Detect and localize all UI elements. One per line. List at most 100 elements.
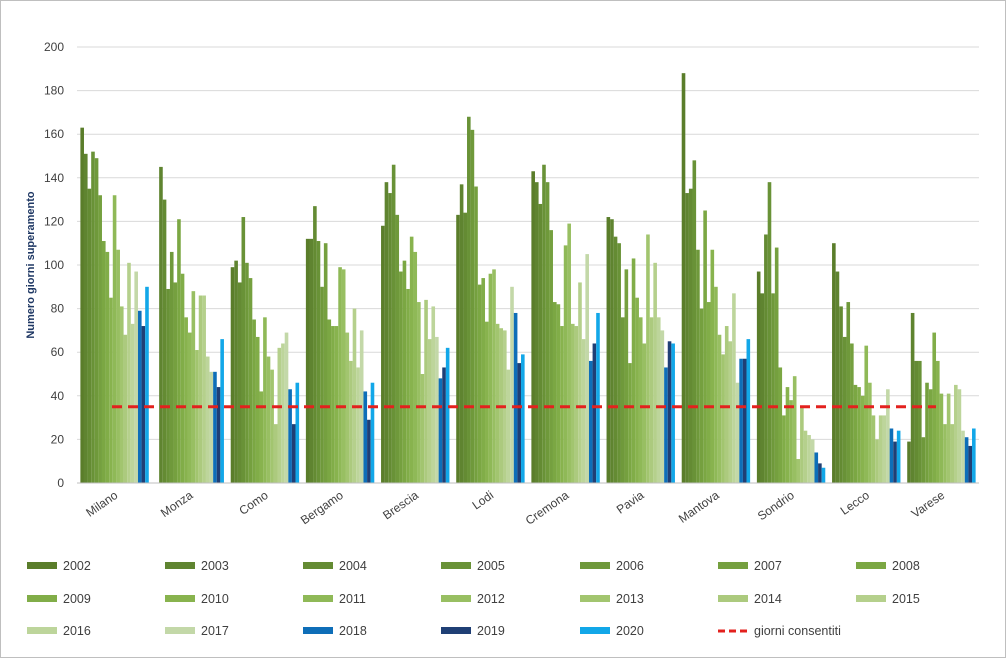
bar	[259, 391, 264, 483]
bar	[972, 428, 976, 483]
bar	[585, 254, 589, 483]
legend-swatch	[303, 562, 333, 569]
bar	[767, 182, 772, 483]
bar	[818, 463, 822, 483]
bar	[159, 166, 163, 483]
bar	[237, 282, 242, 483]
bar	[886, 389, 890, 483]
legend-label: 2004	[339, 559, 367, 573]
bar	[642, 343, 647, 483]
bar	[531, 171, 535, 483]
bar	[105, 251, 110, 483]
bar	[671, 343, 675, 483]
x-tick-label: Bergamo	[298, 488, 346, 528]
bar	[710, 249, 715, 483]
bar	[910, 312, 915, 483]
legend-label: 2010	[201, 592, 229, 606]
bar	[717, 334, 722, 483]
legend-item: 2010	[165, 592, 229, 606]
bar	[545, 182, 550, 483]
bar	[782, 415, 786, 483]
bar	[785, 387, 790, 483]
bar	[581, 339, 586, 483]
x-tick-label: Lecco	[838, 488, 873, 518]
bar	[549, 230, 553, 483]
bar	[681, 73, 686, 483]
bar	[936, 360, 940, 483]
bar	[610, 219, 614, 483]
bar	[592, 343, 597, 483]
bar	[241, 217, 246, 484]
bar	[198, 295, 203, 483]
bar	[213, 371, 217, 483]
legend-label: 2016	[63, 624, 91, 638]
bar	[492, 269, 496, 483]
bar	[316, 241, 321, 483]
bar	[954, 384, 958, 483]
bar	[363, 391, 368, 483]
bar	[728, 341, 733, 483]
bar	[420, 374, 425, 483]
bar	[338, 267, 342, 483]
bar	[184, 317, 188, 483]
legend: 2002 2003 2004 2005 2006 2007 2008 2009 2010 2011…	[27, 559, 920, 638]
bar	[878, 415, 883, 483]
legend-item: 2013	[580, 592, 644, 606]
category-group	[756, 182, 826, 483]
bar	[305, 238, 310, 483]
bar	[896, 430, 901, 483]
bar	[427, 339, 432, 483]
bar	[760, 293, 765, 483]
category-group	[159, 166, 224, 483]
legend-item: 2019	[441, 624, 505, 638]
legend-swatch	[856, 595, 886, 602]
bar	[127, 262, 131, 483]
bar	[846, 302, 851, 483]
legend-item: 2011	[303, 592, 366, 606]
bar	[964, 437, 969, 483]
bar	[230, 267, 235, 483]
bar	[606, 217, 611, 484]
bar	[173, 282, 178, 483]
bar	[91, 151, 95, 483]
bar	[860, 395, 865, 483]
bar	[653, 262, 657, 483]
bar	[703, 210, 707, 483]
bar	[263, 317, 267, 483]
bar	[119, 306, 124, 483]
bar	[488, 273, 493, 483]
bar	[714, 286, 718, 483]
bar	[327, 319, 332, 483]
bar	[771, 293, 775, 483]
bar	[435, 336, 439, 483]
bar	[352, 308, 357, 483]
legend-label: 2014	[754, 592, 782, 606]
bar	[205, 356, 210, 483]
legend-swatch	[856, 562, 886, 569]
y-tick-label: 140	[44, 171, 64, 185]
bar	[882, 415, 887, 483]
bar	[220, 339, 224, 483]
legend-swatch	[718, 562, 748, 569]
bar	[506, 369, 511, 483]
bar	[857, 387, 861, 483]
bar	[191, 291, 196, 483]
legend-swatch	[27, 627, 57, 634]
bar	[889, 428, 894, 483]
legend-item: 2007	[718, 559, 782, 573]
bar	[288, 389, 292, 483]
y-axis-label: Numero giorni superamento	[25, 191, 37, 339]
legend-swatch	[718, 595, 748, 602]
bar	[739, 358, 743, 483]
legend-item: 2004	[303, 559, 367, 573]
bar	[732, 293, 736, 483]
bar	[832, 243, 836, 483]
bar	[914, 360, 919, 483]
legend-item: 2002	[27, 559, 91, 573]
bar	[367, 419, 371, 483]
bar	[406, 288, 410, 483]
bar	[94, 158, 99, 483]
bar	[542, 164, 546, 483]
bar	[481, 278, 486, 483]
legend-item: 2017	[165, 624, 229, 638]
